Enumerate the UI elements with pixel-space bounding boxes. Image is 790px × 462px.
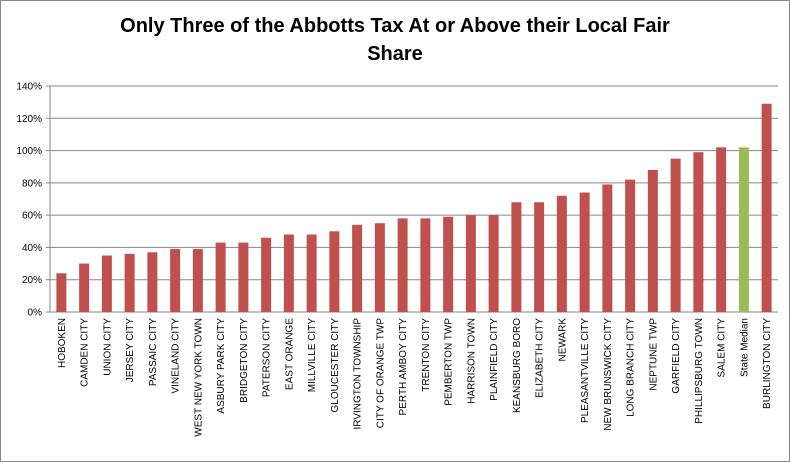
bar: [556, 195, 567, 312]
x-tick-label: VINELAND CITY: [171, 318, 182, 394]
x-tick-label: PASSAIC CITY: [148, 318, 159, 386]
x-tick-label: NEW BRUNSWICK CITY: [603, 318, 614, 431]
bar: [79, 263, 90, 312]
bar: [534, 202, 545, 312]
x-tick-label: ASBURY PARK CITY: [216, 318, 227, 414]
bar: [579, 192, 590, 312]
x-tick-label: TRENTON CITY: [421, 318, 432, 392]
bar: [170, 249, 181, 312]
x-tick-label: UNION CITY: [102, 318, 113, 376]
x-tick-label: SALEM CITY: [717, 318, 728, 378]
x-tick-label: NEPTUNE TWP: [648, 318, 659, 391]
y-tick-label: 60%: [22, 211, 42, 222]
x-tick-label: CITY OF ORANGE TWP: [375, 318, 386, 429]
bar: [716, 147, 727, 312]
x-tick-label: PHILLIPSBURG TOWN: [694, 318, 705, 424]
bar: [465, 215, 476, 312]
y-tick-label: 80%: [22, 178, 42, 189]
bar: [443, 216, 454, 312]
bar: [693, 152, 704, 312]
bar: [261, 237, 272, 312]
x-tick-label: CAMDEN CITY: [80, 318, 91, 387]
x-tick-label: HOBOKEN: [57, 318, 68, 368]
y-tick-label: 20%: [22, 275, 42, 286]
bar: [192, 249, 203, 312]
bar: [488, 215, 499, 312]
y-tick-label: 140%: [16, 82, 42, 93]
bar: [306, 234, 317, 312]
x-tick-label: PATERSON CITY: [262, 318, 273, 397]
x-tick-label: WEST NEW YORK TOWN: [193, 318, 204, 437]
bar: [647, 169, 658, 312]
x-tick-label: PERTH AMBOY CITY: [398, 318, 409, 416]
x-tick-label: IRVINGTON TOWNSHIP: [353, 318, 364, 430]
x-tick-label: GARFIELD CITY: [671, 318, 682, 394]
x-tick-label: PEMBERTON TWP: [444, 318, 455, 406]
x-tick-label: HARRISON TOWN: [466, 318, 477, 404]
bar: [511, 202, 522, 312]
chart-title: Only Three of the Abbotts Tax At or Abov…: [120, 15, 670, 65]
x-tick-label: BURLINGTON CITY: [762, 318, 773, 409]
x-tick-label: MILLVILLE CITY: [307, 318, 318, 393]
x-tick-label: LONG BRANCH CITY: [626, 318, 637, 417]
bar: [124, 253, 135, 312]
x-tick-label: NEWARK: [557, 318, 568, 362]
bar: [101, 255, 112, 312]
bar: [352, 224, 363, 312]
x-tick-label: PLAINFIELD CITY: [489, 318, 500, 401]
y-tick-label: 100%: [16, 146, 42, 157]
bar: [238, 242, 249, 312]
x-tick-label: KEANSBURG BORO: [512, 318, 523, 413]
x-tick-label: BRIDGETON CITY: [239, 318, 250, 403]
bar: [420, 218, 431, 312]
y-tick-label: 40%: [22, 243, 42, 254]
bar: [147, 252, 158, 312]
bar: [56, 273, 67, 312]
x-tick-label: ELIZABETH CITY: [535, 318, 546, 398]
x-tick-label: State Median: [739, 318, 750, 377]
bar: [761, 103, 772, 312]
bar: [329, 231, 340, 312]
bar: [738, 147, 749, 312]
bar: [625, 179, 636, 312]
y-tick-label: 120%: [16, 114, 42, 125]
x-tick-label: EAST ORANGE: [284, 318, 295, 390]
x-tick-label: GLOUCESTER CITY: [330, 318, 341, 413]
bar: [215, 242, 226, 312]
bar: [283, 234, 294, 312]
x-tick-label: JERSEY CITY: [125, 318, 136, 383]
y-tick-label: 0%: [28, 308, 43, 319]
bar: [374, 223, 385, 312]
bar: [602, 184, 613, 312]
bar: [397, 218, 408, 312]
x-tick-label: PLEASANTVILLE CITY: [580, 318, 591, 423]
bar: [670, 158, 681, 312]
